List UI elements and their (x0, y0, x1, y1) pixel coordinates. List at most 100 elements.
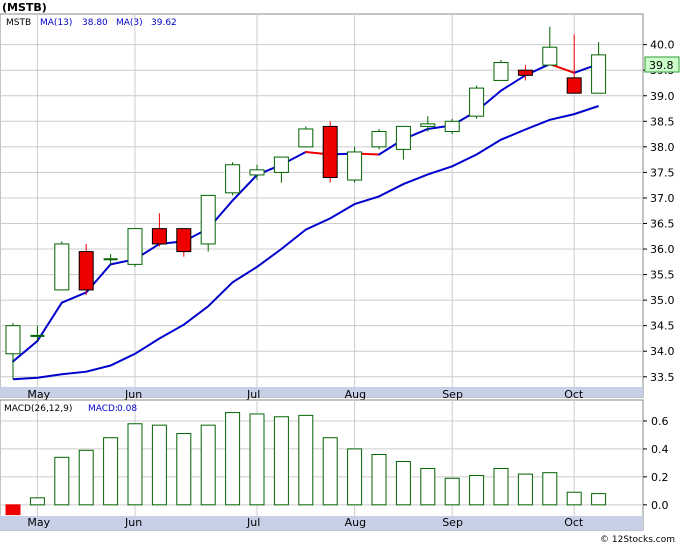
macd-axis: 0.6 0.4 0.2 0.0 (643, 415, 669, 512)
price-date-axis-band (0, 387, 643, 397)
candle-body (176, 228, 192, 253)
candle (127, 228, 143, 267)
ma13-line (12, 105, 599, 381)
candle (249, 164, 265, 181)
candle (273, 156, 289, 183)
macd-bar (78, 449, 94, 506)
candle-body (322, 125, 338, 179)
macd-tick-label: 0.4 (651, 443, 669, 456)
price-tick-label: 35.0 (650, 294, 675, 307)
price-tick-label: 36.5 (650, 217, 675, 230)
macd-bar (371, 454, 387, 506)
candle-body (542, 46, 558, 66)
price-date-axis: May Jun Jul Aug Sep Oct (27, 388, 584, 401)
candle (420, 116, 436, 132)
macd-bar (298, 414, 314, 506)
candle (225, 162, 241, 196)
price-axis: 40.039.539.038.538.037.537.036.536.035.5… (643, 39, 675, 384)
macd-bar (103, 437, 119, 506)
candle (347, 146, 363, 183)
price-month-label: Oct (564, 388, 584, 401)
candle (591, 42, 607, 94)
price-tick-label: 34.0 (650, 345, 675, 358)
macd-legend-value: 0.08 (117, 404, 137, 414)
macd-date-axis: May Jun Jul Aug Sep Oct (27, 516, 584, 529)
macd-tick-label: 0.0 (651, 499, 669, 512)
legend-ma13-label: MA(13) (40, 18, 72, 28)
macd-bar (151, 424, 167, 506)
macd-legend-label: MACD(26,12,9) (4, 404, 72, 414)
candle-body (5, 325, 21, 355)
macd-month-label: May (27, 516, 50, 529)
legend-symbol: MSTB (6, 18, 31, 28)
price-tick-label: 39.0 (650, 90, 675, 103)
macd-legend-value-label: MACD: (88, 404, 118, 414)
ma3-segment (12, 340, 39, 363)
candlesticks (5, 26, 607, 380)
macd-month-label: Jul (246, 516, 260, 529)
macd-bar (200, 424, 216, 506)
price-tick-label: 37.5 (650, 166, 675, 179)
macd-bar (444, 477, 460, 506)
candle (5, 323, 21, 380)
macd-bars (5, 412, 607, 516)
candle (542, 26, 558, 66)
candle (469, 85, 485, 119)
legend-ma13-value: 38.80 (82, 18, 108, 28)
candle-body (469, 87, 485, 117)
macd-bar (566, 491, 582, 506)
price-tick-label: 36.0 (650, 243, 675, 256)
macd-bar (127, 423, 143, 506)
candle-body (54, 243, 70, 291)
macd-month-label: Oct (564, 516, 584, 529)
candle-body (78, 251, 94, 291)
price-month-label: Jul (246, 388, 260, 401)
candle (54, 241, 70, 291)
last-price-tag: 39.8 (644, 56, 680, 73)
candle (444, 118, 460, 135)
price-tick-label: 37.0 (650, 192, 675, 205)
candle (493, 59, 509, 81)
macd-bar (591, 493, 607, 506)
macd-bar (54, 456, 70, 506)
candle (151, 213, 167, 247)
candle (176, 228, 192, 257)
macd-month-label: Sep (442, 516, 463, 529)
legend-ma3-value: 39.62 (151, 18, 177, 28)
candle-body (420, 123, 436, 127)
price-tick-label: 40.0 (650, 39, 675, 52)
candle-body (591, 54, 607, 94)
chart-title: (MSTB) (2, 1, 47, 14)
candle-body (371, 131, 387, 148)
candle-body (395, 125, 411, 150)
candle (30, 325, 45, 342)
candle-body (127, 228, 143, 265)
candle-body (298, 128, 314, 148)
candle-body (493, 62, 509, 81)
macd-bar (273, 416, 289, 506)
candle (566, 34, 582, 94)
price-panel-frame (0, 13, 644, 398)
candle-body (151, 228, 167, 245)
candle (517, 65, 533, 81)
price-gridlines (0, 14, 643, 387)
price-month-label: Sep (442, 388, 463, 401)
macd-bar (469, 474, 485, 506)
candle-body (249, 169, 265, 176)
last-price-text: 39.8 (649, 59, 674, 72)
macd-bar (420, 467, 436, 506)
price-tick-label: 35.5 (650, 269, 675, 282)
macd-date-axis-band (0, 516, 643, 530)
macd-bar (5, 504, 21, 516)
ma3-segment (36, 301, 63, 343)
macd-bar (347, 448, 363, 506)
candle-body (347, 151, 363, 181)
candle (395, 125, 411, 160)
macd-month-label: Aug (345, 516, 366, 529)
candle-body (517, 69, 533, 76)
candle (103, 254, 118, 265)
macd-month-label: Jun (124, 516, 142, 529)
candle-body (200, 194, 216, 245)
price-month-label: Jun (124, 388, 142, 401)
